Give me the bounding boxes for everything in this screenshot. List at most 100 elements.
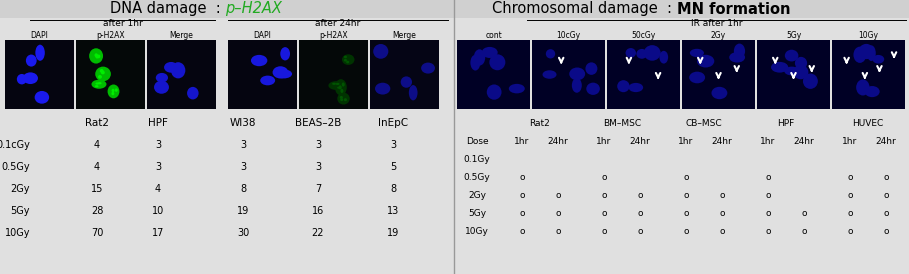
Ellipse shape — [25, 55, 36, 67]
Text: CB–MSC: CB–MSC — [685, 118, 723, 127]
Text: 4: 4 — [94, 140, 100, 150]
Text: o: o — [637, 227, 643, 235]
Ellipse shape — [794, 57, 807, 69]
Ellipse shape — [421, 62, 435, 74]
Text: 8: 8 — [240, 184, 246, 194]
Text: 5Gy: 5Gy — [468, 209, 486, 218]
Ellipse shape — [344, 56, 347, 58]
Ellipse shape — [401, 76, 412, 88]
Text: cont: cont — [485, 32, 502, 41]
Ellipse shape — [95, 82, 99, 85]
Bar — [607, 40, 680, 109]
Ellipse shape — [346, 61, 349, 63]
Text: DAPI: DAPI — [254, 32, 272, 41]
Text: MN formation: MN formation — [677, 1, 791, 16]
Ellipse shape — [474, 49, 485, 65]
Text: 19: 19 — [387, 228, 399, 238]
Ellipse shape — [332, 83, 336, 85]
Ellipse shape — [771, 62, 788, 73]
Ellipse shape — [101, 71, 105, 74]
Ellipse shape — [482, 47, 498, 58]
Ellipse shape — [100, 69, 104, 73]
Bar — [228, 40, 297, 109]
Text: 5: 5 — [390, 162, 396, 172]
Ellipse shape — [409, 85, 417, 100]
Text: DAPI: DAPI — [31, 32, 48, 41]
Text: Chromosomal damage  :: Chromosomal damage : — [493, 1, 677, 16]
Ellipse shape — [803, 73, 818, 89]
Ellipse shape — [690, 49, 704, 57]
Text: o: o — [884, 227, 889, 235]
Text: 15: 15 — [91, 184, 104, 194]
Text: 10Gy: 10Gy — [465, 227, 489, 235]
Text: 17: 17 — [152, 228, 165, 238]
Ellipse shape — [112, 92, 115, 95]
Text: 70: 70 — [91, 228, 104, 238]
Text: o: o — [519, 190, 524, 199]
Ellipse shape — [112, 89, 115, 92]
Text: Merge: Merge — [170, 32, 194, 41]
Bar — [832, 40, 905, 109]
Ellipse shape — [344, 59, 347, 62]
Text: o: o — [765, 209, 771, 218]
Text: o: o — [719, 209, 724, 218]
Text: 1hr: 1hr — [843, 136, 857, 145]
Ellipse shape — [793, 65, 808, 79]
Text: o: o — [519, 209, 524, 218]
Ellipse shape — [864, 86, 880, 97]
Text: 50cGy: 50cGy — [632, 32, 655, 41]
Bar — [299, 40, 368, 109]
Ellipse shape — [729, 52, 745, 62]
Text: HUVEC: HUVEC — [853, 118, 884, 127]
Ellipse shape — [470, 55, 480, 70]
Ellipse shape — [697, 55, 714, 67]
Ellipse shape — [164, 62, 178, 73]
Text: IR after 1hr: IR after 1hr — [691, 19, 743, 28]
Text: 1hr: 1hr — [514, 136, 530, 145]
Bar — [370, 40, 439, 109]
Ellipse shape — [35, 45, 45, 61]
Text: 5Gy: 5Gy — [786, 32, 801, 41]
Text: 28: 28 — [91, 206, 104, 216]
Ellipse shape — [644, 45, 661, 61]
Ellipse shape — [569, 67, 585, 80]
Text: 19: 19 — [237, 206, 249, 216]
Text: 2Gy: 2Gy — [468, 190, 486, 199]
Ellipse shape — [586, 83, 600, 95]
Text: DNA damage  :: DNA damage : — [110, 1, 225, 16]
Ellipse shape — [374, 44, 388, 59]
Ellipse shape — [95, 55, 99, 59]
Text: p-H2AX: p-H2AX — [96, 32, 125, 41]
Text: 16: 16 — [312, 206, 325, 216]
Text: 0.1cGy: 0.1cGy — [0, 140, 30, 150]
Ellipse shape — [344, 98, 347, 101]
Bar — [147, 40, 216, 109]
Text: 1hr: 1hr — [596, 136, 612, 145]
Text: o: o — [884, 173, 889, 181]
Text: 4: 4 — [94, 162, 100, 172]
Ellipse shape — [625, 48, 636, 58]
Text: 24hr: 24hr — [794, 136, 814, 145]
Text: 0.5Gy: 0.5Gy — [464, 173, 490, 181]
Text: o: o — [601, 227, 606, 235]
Ellipse shape — [543, 70, 556, 79]
Text: 3: 3 — [155, 140, 161, 150]
Text: o: o — [684, 190, 689, 199]
Ellipse shape — [335, 79, 347, 96]
Text: o: o — [802, 227, 807, 235]
Text: 24hr: 24hr — [547, 136, 568, 145]
Ellipse shape — [340, 98, 344, 101]
Text: 2Gy: 2Gy — [11, 184, 30, 194]
Text: o: o — [884, 190, 889, 199]
Text: 3: 3 — [240, 162, 246, 172]
Text: o: o — [519, 227, 524, 235]
Ellipse shape — [545, 49, 555, 58]
Ellipse shape — [17, 74, 26, 84]
Text: o: o — [555, 227, 561, 235]
Ellipse shape — [734, 44, 745, 59]
Text: InEpC: InEpC — [378, 118, 408, 128]
Ellipse shape — [340, 96, 343, 99]
Text: 0.1Gy: 0.1Gy — [464, 155, 490, 164]
Ellipse shape — [280, 47, 290, 61]
Ellipse shape — [92, 80, 106, 89]
